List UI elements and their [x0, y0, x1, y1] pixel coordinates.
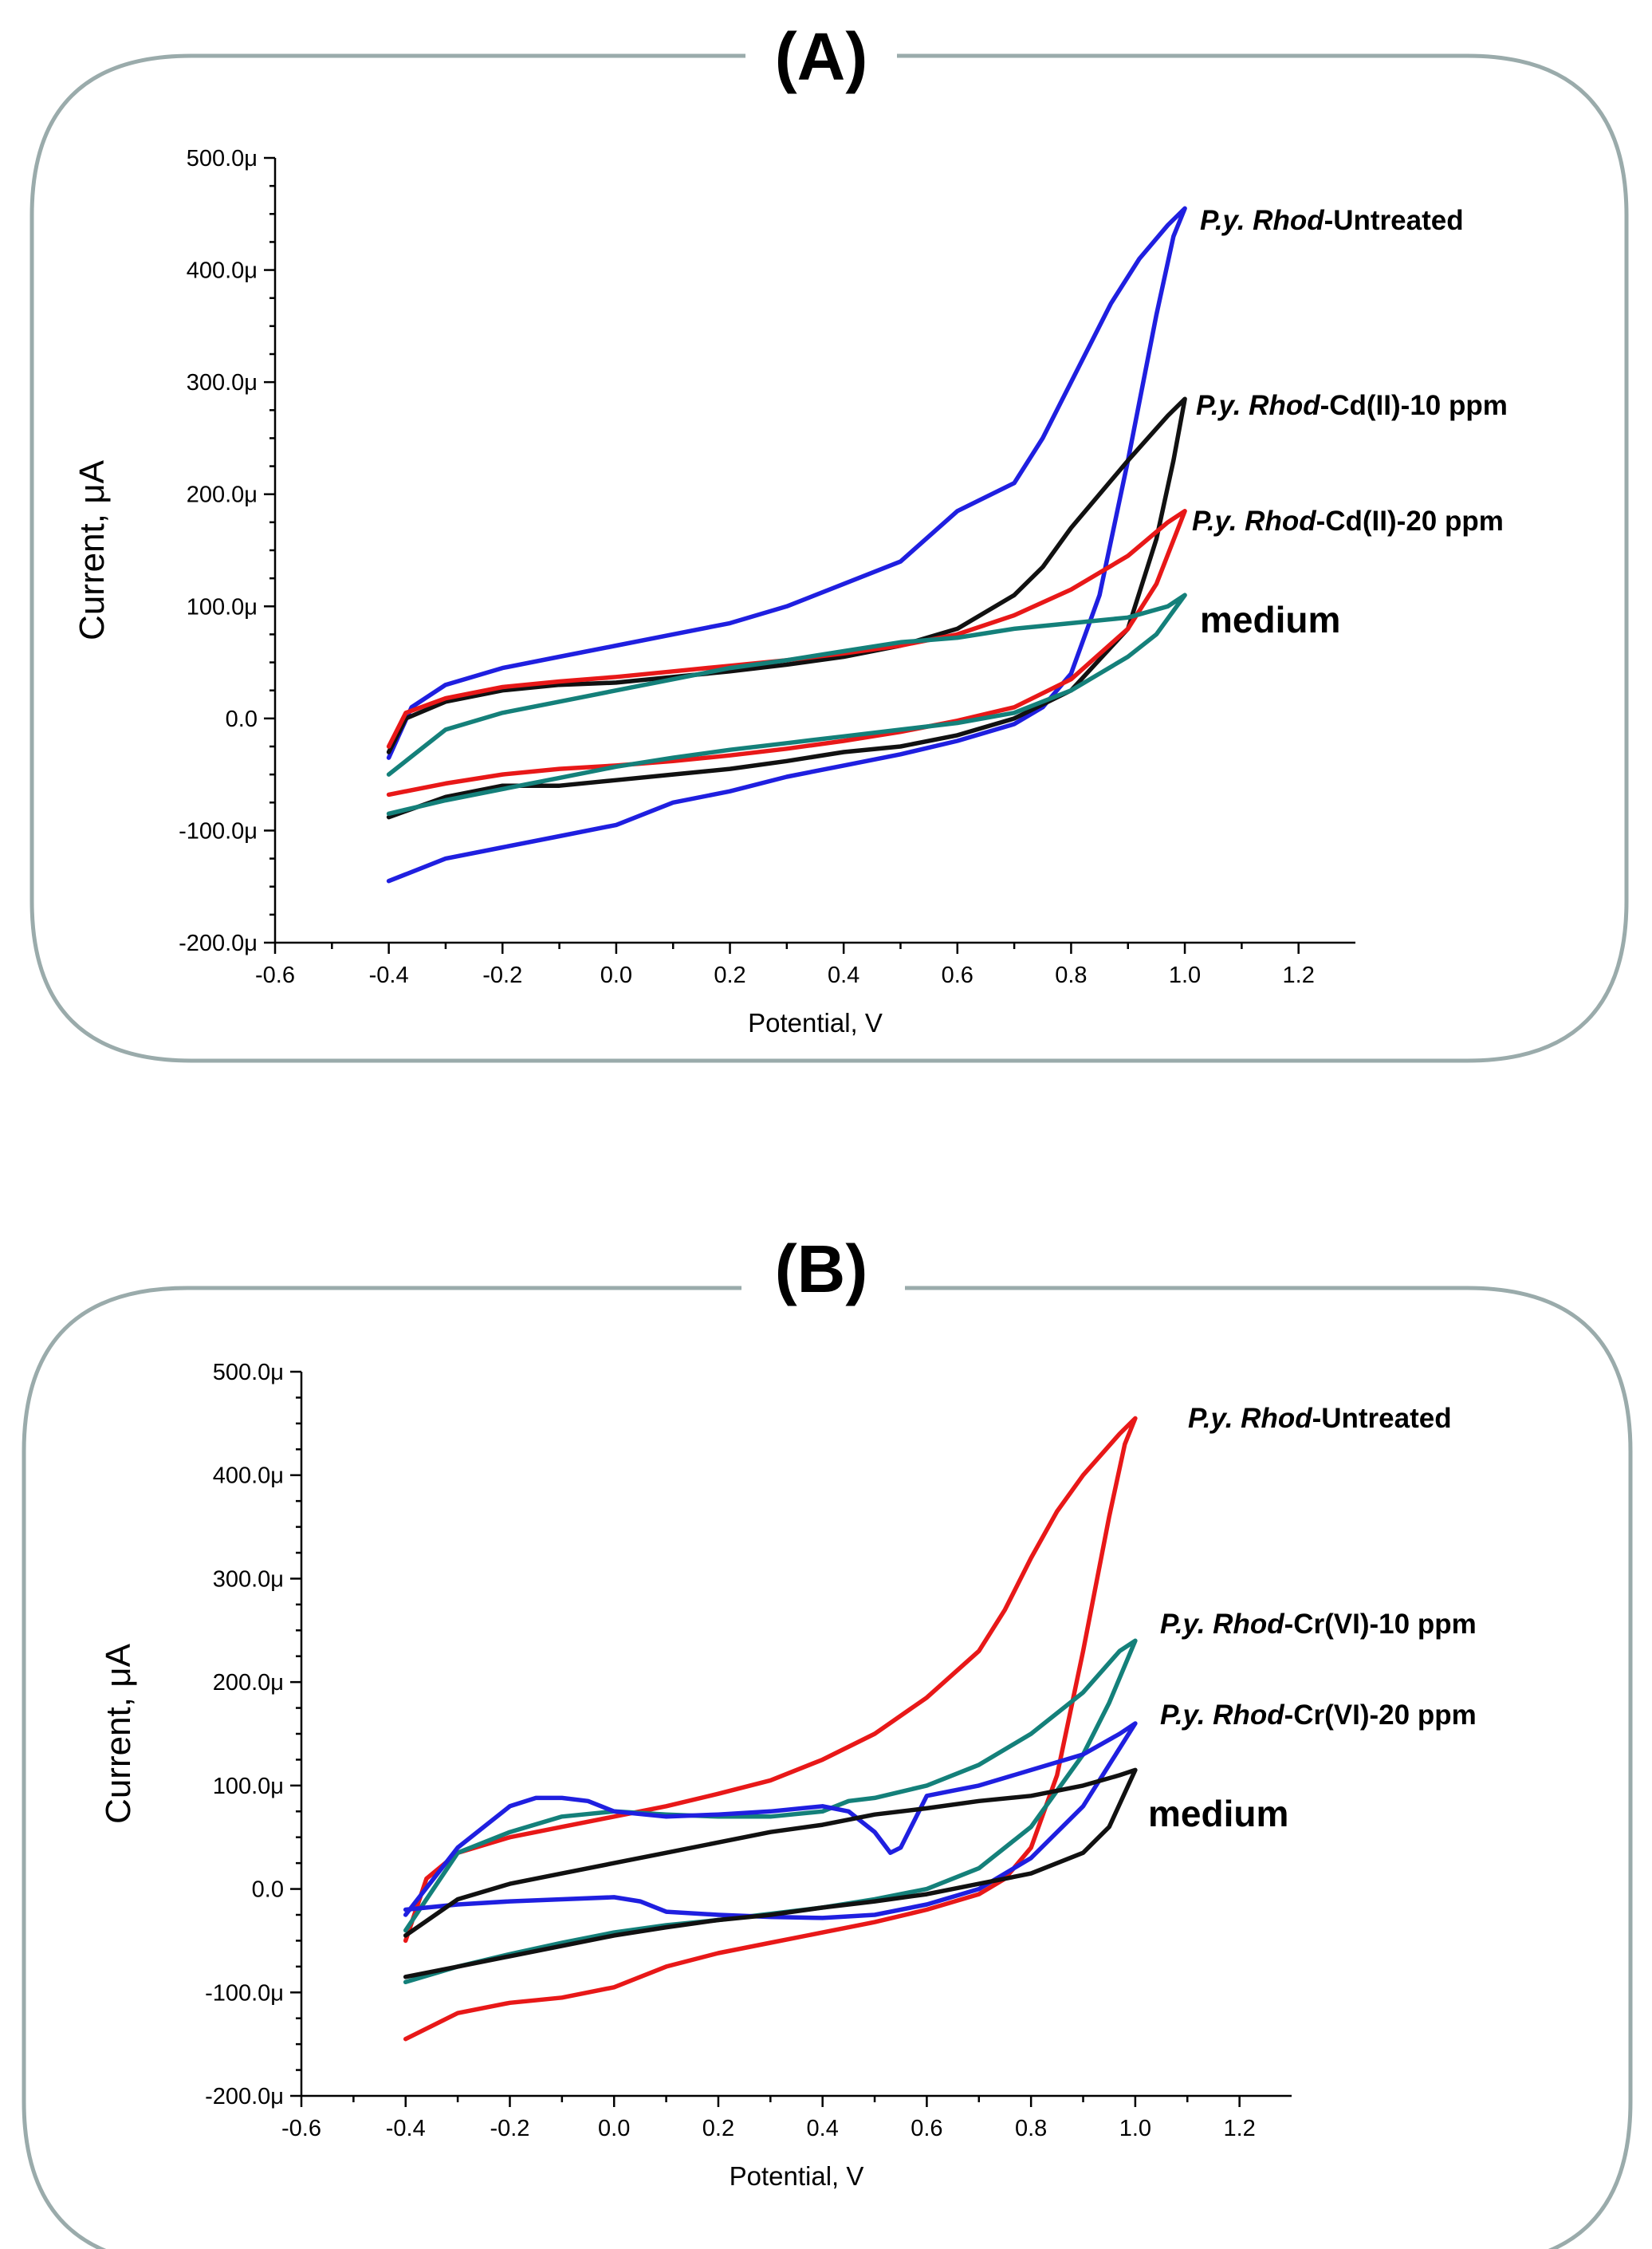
x-tick-label: 0.6: [942, 963, 974, 988]
legend-label-italic: P.y. Rhod: [1160, 1609, 1284, 1640]
y-tick-label: -100.0μ: [179, 818, 258, 844]
legend-label-rest: -Cr(VI)-10 ppm: [1284, 1609, 1477, 1640]
x-tick-label: 0.4: [828, 963, 859, 988]
legend-label-1: P.y. Rhod-Cd(II)-10 ppm: [1196, 390, 1508, 421]
y-tick-label: 0.0: [226, 707, 258, 732]
x-tick-label: -0.2: [490, 2116, 529, 2141]
y-tick-label: 0.0: [252, 1877, 284, 1903]
y-tick-label: 400.0μ: [213, 1463, 284, 1489]
x-axis-title: Potential, V: [730, 2161, 864, 2191]
y-tick-label: 400.0μ: [187, 258, 258, 284]
legend-label-3: medium: [1148, 1793, 1288, 1834]
x-tick-label: 0.0: [600, 963, 632, 988]
legend-label-italic: P.y. Rhod: [1192, 506, 1316, 537]
y-tick-label: 100.0μ: [187, 594, 258, 620]
y-tick-label: 100.0μ: [213, 1774, 284, 1799]
x-tick-label: -0.4: [369, 963, 409, 988]
x-tick-label: 0.6: [911, 2116, 942, 2141]
series-line-2: [403, 1721, 1138, 1920]
x-tick-label: 1.0: [1119, 2116, 1151, 2141]
legend-label-0: P.y. Rhod-Untreated: [1188, 1403, 1452, 1434]
x-tick-label: 0.4: [807, 2116, 839, 2141]
x-tick-label: -0.4: [386, 2116, 426, 2141]
y-tick-label: -100.0μ: [205, 1980, 284, 2006]
series-line-3: [386, 593, 1187, 817]
panel-b-title: (B): [775, 1231, 868, 1306]
x-tick-label: -0.6: [255, 963, 295, 988]
y-tick-label: 300.0μ: [187, 370, 258, 396]
legend-label-rest: -Cd(II)-10 ppm: [1320, 390, 1508, 421]
x-tick-label: 1.2: [1283, 963, 1315, 988]
x-tick-label: 0.0: [598, 2116, 630, 2141]
x-tick-label: 0.8: [1055, 963, 1087, 988]
legend-label-italic: P.y. Rhod: [1188, 1403, 1312, 1434]
legend-label-rest: -Cr(VI)-20 ppm: [1284, 1700, 1477, 1731]
x-tick-label: -0.6: [281, 2116, 321, 2141]
y-tick-label: 500.0μ: [187, 146, 258, 171]
x-tick-label: 0.8: [1015, 2116, 1047, 2141]
legend-label-rest: -Untreated: [1312, 1403, 1452, 1434]
x-axis-title: Potential, V: [748, 1008, 883, 1038]
x-tick-label: -0.2: [482, 963, 522, 988]
legend-label-italic: P.y. Rhod: [1200, 205, 1324, 236]
series-line-2: [386, 509, 1187, 798]
x-tick-label: 1.0: [1169, 963, 1201, 988]
series-line-0: [403, 1416, 1138, 2042]
y-tick-label: 500.0μ: [213, 1360, 284, 1385]
panel-a-title: (A): [775, 19, 868, 94]
legend-label-0: P.y. Rhod-Untreated: [1200, 205, 1464, 236]
y-tick-label: 200.0μ: [213, 1670, 284, 1696]
y-axis-title: Current, μA: [99, 1643, 138, 1824]
legend-label-italic: P.y. Rhod: [1196, 390, 1320, 421]
plot-b: 500.0μ 400.0μ 300.0μ 200.0μ 100.0μ 0.0 -100.0μ…: [99, 1360, 1477, 2191]
panel-b-frame: [22, 1286, 1633, 2249]
legend-label-1: P.y. Rhod-Cr(VI)-10 ppm: [1160, 1609, 1477, 1640]
panel-a: (A) 500.0μ 400.0μ 300.0μ 200.0μ 100.0μ 0.0 -10…: [30, 19, 1629, 1063]
x-tick-label: 0.2: [714, 963, 745, 988]
series-line-0: [386, 206, 1187, 884]
panel-a-frame: [30, 53, 1629, 1063]
y-tick-label: -200.0μ: [179, 931, 258, 956]
y-tick-label: 200.0μ: [187, 482, 258, 508]
plot-a: 500.0μ 400.0μ 300.0μ 200.0μ 100.0μ 0.0 -100.0μ…: [73, 146, 1508, 1038]
legend-label-rest: -Untreated: [1324, 205, 1464, 236]
legend-label-3: medium: [1200, 599, 1340, 640]
legend-label-rest: -Cd(II)-20 ppm: [1316, 506, 1504, 537]
x-tick-label: 1.2: [1223, 2116, 1255, 2141]
y-tick-label: -200.0μ: [205, 2084, 284, 2109]
panel-b: (B) 500.0μ 400.0μ 300.0μ 200.0μ 100.0μ 0.0 -10…: [22, 1231, 1633, 2249]
series-line-3: [403, 1767, 1138, 1979]
x-tick-label: 0.2: [702, 2116, 734, 2141]
y-tick-label: 300.0μ: [213, 1566, 284, 1592]
legend-label-2: P.y. Rhod-Cr(VI)-20 ppm: [1160, 1700, 1477, 1731]
legend-label-2: P.y. Rhod-Cd(II)-20 ppm: [1192, 506, 1504, 537]
series-line-1: [386, 396, 1187, 820]
legend-label-italic: P.y. Rhod: [1160, 1700, 1284, 1731]
y-axis-title: Current, μA: [73, 459, 112, 640]
